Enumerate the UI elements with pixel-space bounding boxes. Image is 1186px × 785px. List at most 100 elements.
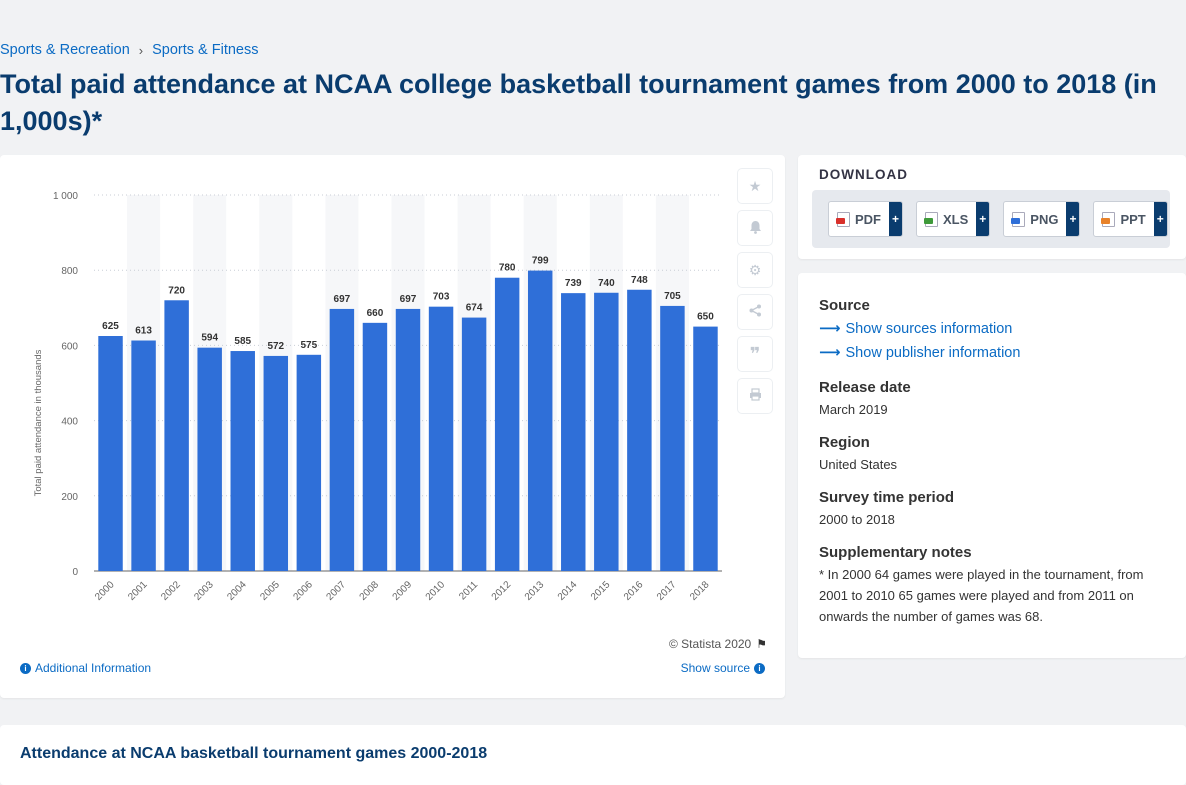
supplementary-notes-value: * In 2000 64 games were played in the to… xyxy=(819,567,1144,624)
bell-icon xyxy=(749,220,762,237)
bar xyxy=(561,293,586,571)
source-label: Source xyxy=(819,297,870,314)
x-tick-label: 2015 xyxy=(589,579,613,603)
x-tick-label: 2005 xyxy=(258,579,282,603)
settings-button[interactable]: ⚙ xyxy=(738,253,772,287)
data-label: 780 xyxy=(499,263,516,274)
x-tick-label: 2001 xyxy=(126,579,150,603)
x-tick-label: 2009 xyxy=(391,579,415,603)
download-ppt-label: PPT xyxy=(1120,211,1146,227)
download-ppt-plus[interactable]: + xyxy=(1153,202,1167,236)
chart-toolbar: ★ ⚙ ❞ xyxy=(738,169,772,413)
share-button[interactable] xyxy=(738,295,772,329)
show-publisher-label: Show publisher information xyxy=(845,345,1021,361)
x-tick-label: 2013 xyxy=(523,579,547,603)
x-tick-label: 2008 xyxy=(358,579,382,603)
y-tick-label: 200 xyxy=(61,492,78,503)
x-tick-label: 2014 xyxy=(556,579,580,603)
bar xyxy=(395,308,421,571)
share-icon xyxy=(749,304,762,320)
bar xyxy=(693,326,718,571)
bar xyxy=(263,355,289,571)
bar xyxy=(594,292,619,571)
data-label: 740 xyxy=(598,278,615,289)
flag-icon[interactable]: ⚑ xyxy=(756,637,767,651)
x-tick-label: 2002 xyxy=(159,579,183,603)
download-png-button[interactable]: PNG + xyxy=(1003,201,1081,237)
download-png-label: PNG xyxy=(1030,211,1059,227)
data-label: 575 xyxy=(300,340,317,351)
gear-icon: ⚙ xyxy=(748,261,762,278)
xls-file-icon xyxy=(924,211,938,227)
additional-info-link[interactable]: i Additional Information xyxy=(20,661,151,675)
breadcrumb: Sports & Recreation › Sports & Fitness xyxy=(0,42,258,58)
region-label: Region xyxy=(819,434,870,451)
bar xyxy=(164,300,189,571)
download-xls-plus[interactable]: + xyxy=(976,202,990,236)
download-pdf-button[interactable]: PDF + xyxy=(828,201,903,237)
data-label: 697 xyxy=(400,294,417,305)
x-tick-label: 2018 xyxy=(688,579,712,603)
bar xyxy=(362,322,388,571)
x-tick-label: 2012 xyxy=(490,579,514,603)
show-source-link[interactable]: Show source i xyxy=(681,661,765,675)
star-icon: ★ xyxy=(748,177,762,194)
quote-icon: ❞ xyxy=(749,344,761,364)
pdf-file-icon xyxy=(836,211,850,227)
download-card: DOWNLOAD PDF + XLS + PNG + PPT + xyxy=(798,155,1186,259)
download-xls-label: XLS xyxy=(943,211,969,227)
page-title: Total paid attendance at NCAA college ba… xyxy=(0,69,1157,136)
data-label: 720 xyxy=(168,285,185,296)
notification-button[interactable] xyxy=(738,211,772,245)
x-tick-label: 2003 xyxy=(192,579,216,603)
breadcrumb-sports-fitness[interactable]: Sports & Fitness xyxy=(152,42,259,58)
download-ppt-button[interactable]: PPT + xyxy=(1093,201,1168,237)
download-xls-button[interactable]: XLS + xyxy=(916,201,991,237)
ppt-file-icon xyxy=(1101,211,1116,227)
data-label: 625 xyxy=(102,321,119,332)
x-tick-label: 2000 xyxy=(93,579,117,603)
data-label: 703 xyxy=(433,292,450,303)
data-label: 585 xyxy=(234,336,251,347)
bar xyxy=(98,336,123,571)
show-sources-label: Show sources information xyxy=(845,321,1013,337)
x-tick-label: 2007 xyxy=(325,579,349,603)
region-value: United States xyxy=(819,457,898,472)
additional-info-label: Additional Information xyxy=(35,661,152,675)
bar xyxy=(627,289,652,571)
show-source-label: Show source xyxy=(680,661,750,675)
y-tick-label: 1 000 xyxy=(53,191,78,202)
download-png-plus[interactable]: + xyxy=(1066,202,1080,236)
bar xyxy=(494,277,520,571)
x-tick-label: 2006 xyxy=(291,579,315,603)
data-label: 674 xyxy=(466,303,483,314)
bar xyxy=(197,347,222,571)
breadcrumb-sports-recreation[interactable]: Sports & Recreation xyxy=(0,42,130,58)
info-icon: i xyxy=(20,662,31,674)
data-label: 799 xyxy=(532,256,549,267)
show-publisher-link[interactable]: ⟶ Show publisher information xyxy=(819,341,1165,365)
show-sources-link[interactable]: ⟶ Show sources information xyxy=(819,317,1165,341)
data-label: 705 xyxy=(664,291,681,302)
data-label: 660 xyxy=(367,308,384,319)
x-tick-label: 2011 xyxy=(457,579,480,602)
y-axis-label: Total paid attendance in thousands xyxy=(33,349,44,496)
png-file-icon xyxy=(1011,211,1026,227)
print-button[interactable] xyxy=(738,379,772,413)
info-icon: i xyxy=(754,662,765,674)
x-tick-label: 2016 xyxy=(622,579,646,603)
favorite-button[interactable]: ★ xyxy=(738,169,772,203)
related-section: Attendance at NCAA basketball tournament… xyxy=(0,725,1186,785)
data-label: 697 xyxy=(334,294,351,305)
download-pdf-plus[interactable]: + xyxy=(889,202,902,236)
bar xyxy=(296,354,322,571)
download-bar: PDF + XLS + PNG + PPT + xyxy=(812,190,1170,248)
download-pdf-label: PDF xyxy=(855,211,881,227)
arrow-right-icon: ⟶ xyxy=(819,320,841,337)
data-label: 748 xyxy=(631,275,648,286)
breadcrumb-separator: › xyxy=(138,42,144,58)
copyright: © Statista 2020 ⚑ xyxy=(669,637,767,651)
cite-button[interactable]: ❞ xyxy=(738,337,772,371)
release-date-label: Release date xyxy=(819,379,911,396)
y-tick-label: 600 xyxy=(61,341,78,352)
